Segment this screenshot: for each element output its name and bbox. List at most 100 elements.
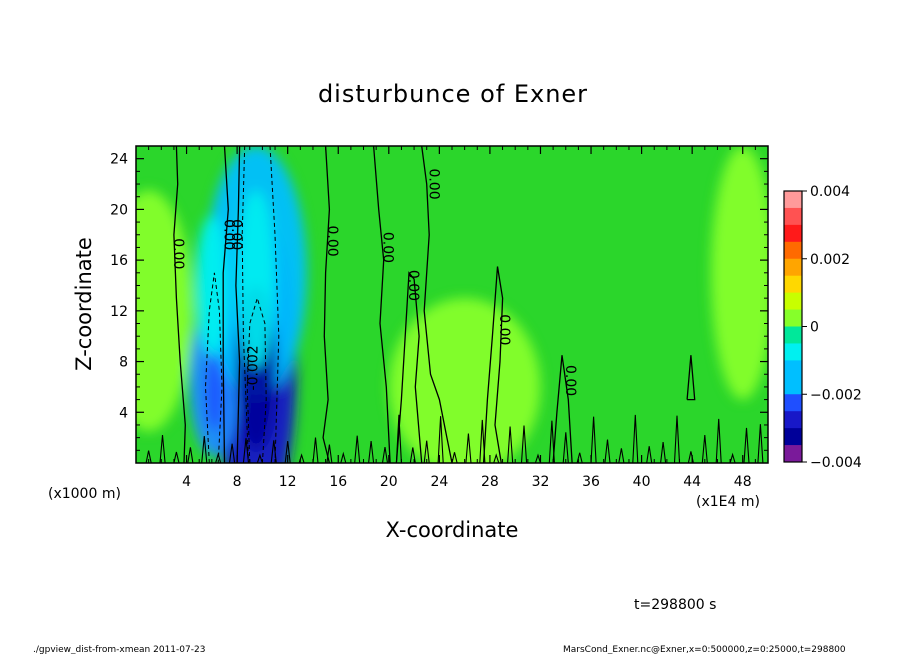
colorbar-band-6	[784, 292, 802, 311]
colorbar-label-0: 0.004	[810, 184, 850, 200]
chart-title: disturbunce of Exner	[318, 80, 588, 108]
anomaly-5	[711, 146, 768, 400]
contour-label-5: 0.00	[380, 232, 396, 263]
y-axis: 4 8 12 16 20 24	[110, 152, 768, 451]
y-axis-title: Z-coordinate	[72, 237, 96, 371]
surface-contour-20	[284, 441, 291, 463]
contour-label-4: 0.00	[324, 226, 340, 257]
surface-contour-58	[548, 420, 555, 463]
colorbar-band-1	[784, 207, 802, 226]
surface-contour-38	[409, 447, 416, 463]
surface-contour-28	[340, 451, 347, 463]
colorbar-band-2	[784, 224, 802, 243]
surface-contour-82	[715, 418, 722, 463]
surface-contour-86	[743, 427, 750, 463]
surface-contour-4	[173, 451, 180, 463]
surface-contour-46	[465, 433, 472, 463]
colorbar-band-10	[784, 360, 802, 378]
contour-9	[686, 355, 696, 401]
contour-label-2: 0.00	[228, 219, 244, 250]
footer-left: ./gpview_dist-from-xmean 2011-07-23	[33, 645, 205, 654]
surface-contour-80	[701, 434, 708, 463]
surface-contour-12	[228, 443, 236, 463]
x-axis: 4 8 12 16 20 24 28 32 36 40 44 48	[148, 146, 756, 490]
colorbar-band-3	[784, 241, 802, 260]
x-tick-label-10: 44	[683, 474, 701, 490]
surface-contour-64	[590, 416, 597, 463]
colorbar-band-7	[784, 309, 802, 327]
contour-2	[235, 146, 241, 463]
surface-contour-30	[354, 435, 361, 463]
surface-contour-40	[423, 440, 430, 463]
colorbar-label-4: −0.004	[810, 455, 862, 471]
surface-contour-88	[757, 424, 764, 463]
contour-3	[322, 146, 331, 463]
contour-label-1: 0.00	[220, 219, 236, 250]
time-label: t=298800 s	[634, 597, 716, 613]
surface-contour-60	[562, 432, 569, 463]
colorbar-band-8	[784, 326, 802, 344]
surface-contour-54	[520, 425, 528, 463]
x-tick-label-4: 20	[380, 474, 398, 490]
colorbar-band-14	[784, 428, 802, 446]
plot-area	[136, 146, 768, 463]
x-tick-label-2: 12	[279, 474, 297, 490]
surface-contour-26	[326, 444, 333, 463]
colorbar-band-13	[784, 411, 802, 429]
colorbar-label-1: 0.002	[810, 252, 850, 268]
contour-7	[482, 266, 504, 463]
y-tick-label-2: 12	[110, 304, 128, 320]
dashed-contour-0	[204, 272, 223, 463]
contour-label-9: 0.00	[562, 365, 578, 396]
surface-contour-72	[646, 446, 653, 463]
colorbar-band-0	[784, 191, 802, 209]
colorbar-band-15	[784, 445, 802, 463]
surface-contour-18	[270, 440, 277, 463]
colorbar-band-9	[784, 343, 802, 361]
anomaly-6	[388, 298, 541, 463]
x-tick-label-6: 28	[481, 474, 499, 490]
x-tick-label-5: 24	[430, 474, 448, 490]
surface-contour-74	[660, 442, 667, 463]
dashed-contour-3	[269, 146, 280, 463]
y-tick-label-0: 4	[119, 405, 128, 421]
surface-contour-24	[312, 437, 319, 463]
colorbar-band-5	[784, 275, 802, 294]
surface-contour-2	[159, 435, 166, 463]
surface-contour-44	[451, 452, 458, 463]
y-tick-label-4: 20	[110, 202, 128, 218]
y-tick-label-1: 8	[119, 355, 128, 371]
contour-lines	[145, 146, 764, 463]
colorbar	[783, 190, 803, 463]
contour-1	[222, 146, 229, 463]
contour-8	[552, 355, 573, 463]
x-tick-label-0: 4	[182, 474, 191, 490]
y-tick-label-3: 16	[110, 253, 128, 269]
surface-contour-6	[187, 447, 194, 463]
x-axis-title: X-coordinate	[386, 518, 519, 542]
contour-label-3: -0.002	[245, 345, 261, 390]
x-tick-label-8: 36	[582, 474, 600, 490]
contour-6	[395, 271, 423, 463]
surface-contour-16	[256, 453, 263, 463]
y-tick-label-5: 24	[110, 152, 128, 168]
surface-contour-66	[604, 439, 611, 463]
surface-contour-56	[534, 453, 542, 463]
surface-contour-52	[507, 426, 514, 463]
contour-label-8: 0.00	[496, 314, 512, 345]
contour-label-0: 0.00	[170, 238, 186, 269]
colorbar-band-4	[784, 258, 802, 277]
surface-contour-50	[493, 453, 500, 463]
contour-0	[173, 146, 186, 463]
colorbar-band-12	[784, 394, 802, 412]
contour-4	[372, 146, 391, 463]
surface-contour-8	[201, 436, 208, 463]
surface-contour-70	[632, 414, 639, 463]
x-tick-label-9: 40	[633, 474, 651, 490]
x-tick-label-11: 48	[734, 474, 752, 490]
colorbar-label-3: −0.002	[810, 387, 862, 403]
x-tick-label-7: 32	[532, 474, 550, 490]
dashed-contour-2	[241, 146, 249, 463]
